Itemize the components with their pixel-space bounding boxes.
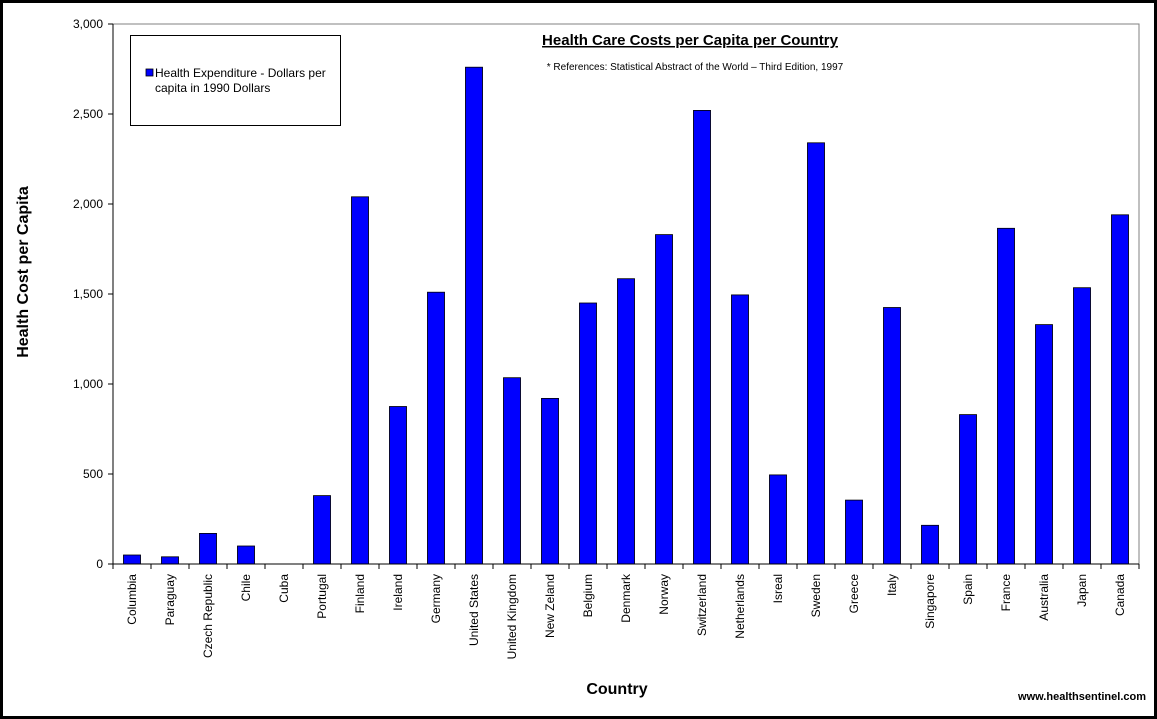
bar-australia bbox=[1035, 324, 1053, 565]
x-tick-label: Germany bbox=[429, 574, 443, 623]
legend-line-1: Health Expenditure - Dollars per bbox=[155, 66, 326, 80]
x-tick-label: Netherlands bbox=[733, 574, 747, 639]
bar-switzerland bbox=[693, 110, 711, 565]
bar-singapore bbox=[921, 524, 939, 565]
bar-germany bbox=[427, 291, 445, 565]
bar-norway bbox=[655, 234, 673, 565]
x-tick-label: Chile bbox=[239, 574, 253, 602]
x-tick-label: Singapore bbox=[923, 574, 937, 629]
x-axis-title: Country bbox=[586, 681, 647, 698]
legend-swatch bbox=[145, 68, 154, 77]
x-tick-label: Spain bbox=[961, 574, 975, 605]
bar-new-zeland bbox=[541, 397, 559, 565]
reference-note: * References: Statistical Abstract of th… bbox=[547, 62, 844, 73]
x-tick-label: Columbia bbox=[125, 574, 139, 625]
y-tick-label: 3,000 bbox=[73, 17, 103, 31]
bars-group bbox=[123, 66, 1129, 565]
bar-japan bbox=[1073, 287, 1091, 565]
x-tick-label: Portugal bbox=[315, 574, 329, 619]
x-tick-label: Denmark bbox=[619, 573, 633, 623]
bar-spain bbox=[959, 414, 977, 565]
legend: Health Expenditure - Dollars per capita … bbox=[130, 35, 341, 126]
x-tick-label: Sweden bbox=[809, 574, 823, 617]
bar-sweden bbox=[807, 142, 825, 565]
x-tick-label: Canada bbox=[1113, 574, 1127, 616]
x-tick-label: United States bbox=[467, 574, 481, 646]
x-tick-label: Switzerland bbox=[695, 574, 709, 636]
bar-france bbox=[997, 227, 1015, 565]
bar-ireland bbox=[389, 406, 407, 565]
chart-title: Health Care Costs per Capita per Country bbox=[542, 32, 839, 49]
bar-canada bbox=[1111, 214, 1129, 565]
bar-united-kingdom bbox=[503, 377, 521, 565]
bar-paraguay bbox=[161, 556, 179, 565]
bar-italy bbox=[883, 307, 901, 565]
bar-greece bbox=[845, 499, 863, 565]
bar-columbia bbox=[123, 554, 141, 565]
x-tick-label: Norway bbox=[657, 574, 671, 615]
x-tick-label: New Zeland bbox=[543, 574, 557, 638]
legend-box bbox=[130, 35, 341, 126]
x-tick-label: Japan bbox=[1075, 574, 1089, 607]
x-tick-label: United Kingdom bbox=[505, 574, 519, 659]
x-tick-label: France bbox=[999, 574, 1013, 612]
bar-isreal bbox=[769, 474, 787, 565]
x-tick-label: Ireland bbox=[391, 574, 405, 611]
legend-line-2: capita in 1990 Dollars bbox=[155, 81, 270, 95]
bar-belgium bbox=[579, 302, 597, 565]
x-axis: Columbia Paraguay Czech Republic Chile Cuba P… bbox=[112, 563, 1140, 659]
x-tick-label: Finland bbox=[353, 574, 367, 613]
x-tick-label: Cuba bbox=[277, 574, 291, 603]
source-credit: www.healthsentinel.com bbox=[1017, 691, 1146, 703]
bar-denmark bbox=[617, 278, 635, 565]
x-tick-label: Australia bbox=[1037, 574, 1051, 621]
y-axis: 0 500 1,000 1,500 2,000 2,500 3,000 bbox=[73, 17, 114, 571]
x-tick-label: Isreal bbox=[771, 574, 785, 603]
y-axis-title: Health Cost per Capita bbox=[15, 186, 32, 358]
y-tick-label: 2,500 bbox=[73, 107, 103, 121]
bar-netherlands bbox=[731, 294, 749, 565]
x-tick-label: Italy bbox=[885, 574, 899, 596]
x-tick-label: Belgium bbox=[581, 574, 595, 617]
y-tick-label: 2,000 bbox=[73, 197, 103, 211]
bar-chile bbox=[237, 545, 255, 565]
x-tick-label: Greece bbox=[847, 574, 861, 614]
bar-czech-republic bbox=[199, 533, 217, 565]
y-tick-label: 1,000 bbox=[73, 377, 103, 391]
y-tick-label: 1,500 bbox=[73, 287, 103, 301]
y-tick-label: 500 bbox=[83, 467, 103, 481]
bar-united-states bbox=[465, 66, 483, 565]
y-tick-label: 0 bbox=[96, 557, 103, 571]
bar-portugal bbox=[313, 495, 331, 565]
bar-finland bbox=[351, 196, 369, 565]
x-tick-label: Paraguay bbox=[163, 574, 177, 625]
x-tick-label: Czech Republic bbox=[201, 574, 215, 658]
